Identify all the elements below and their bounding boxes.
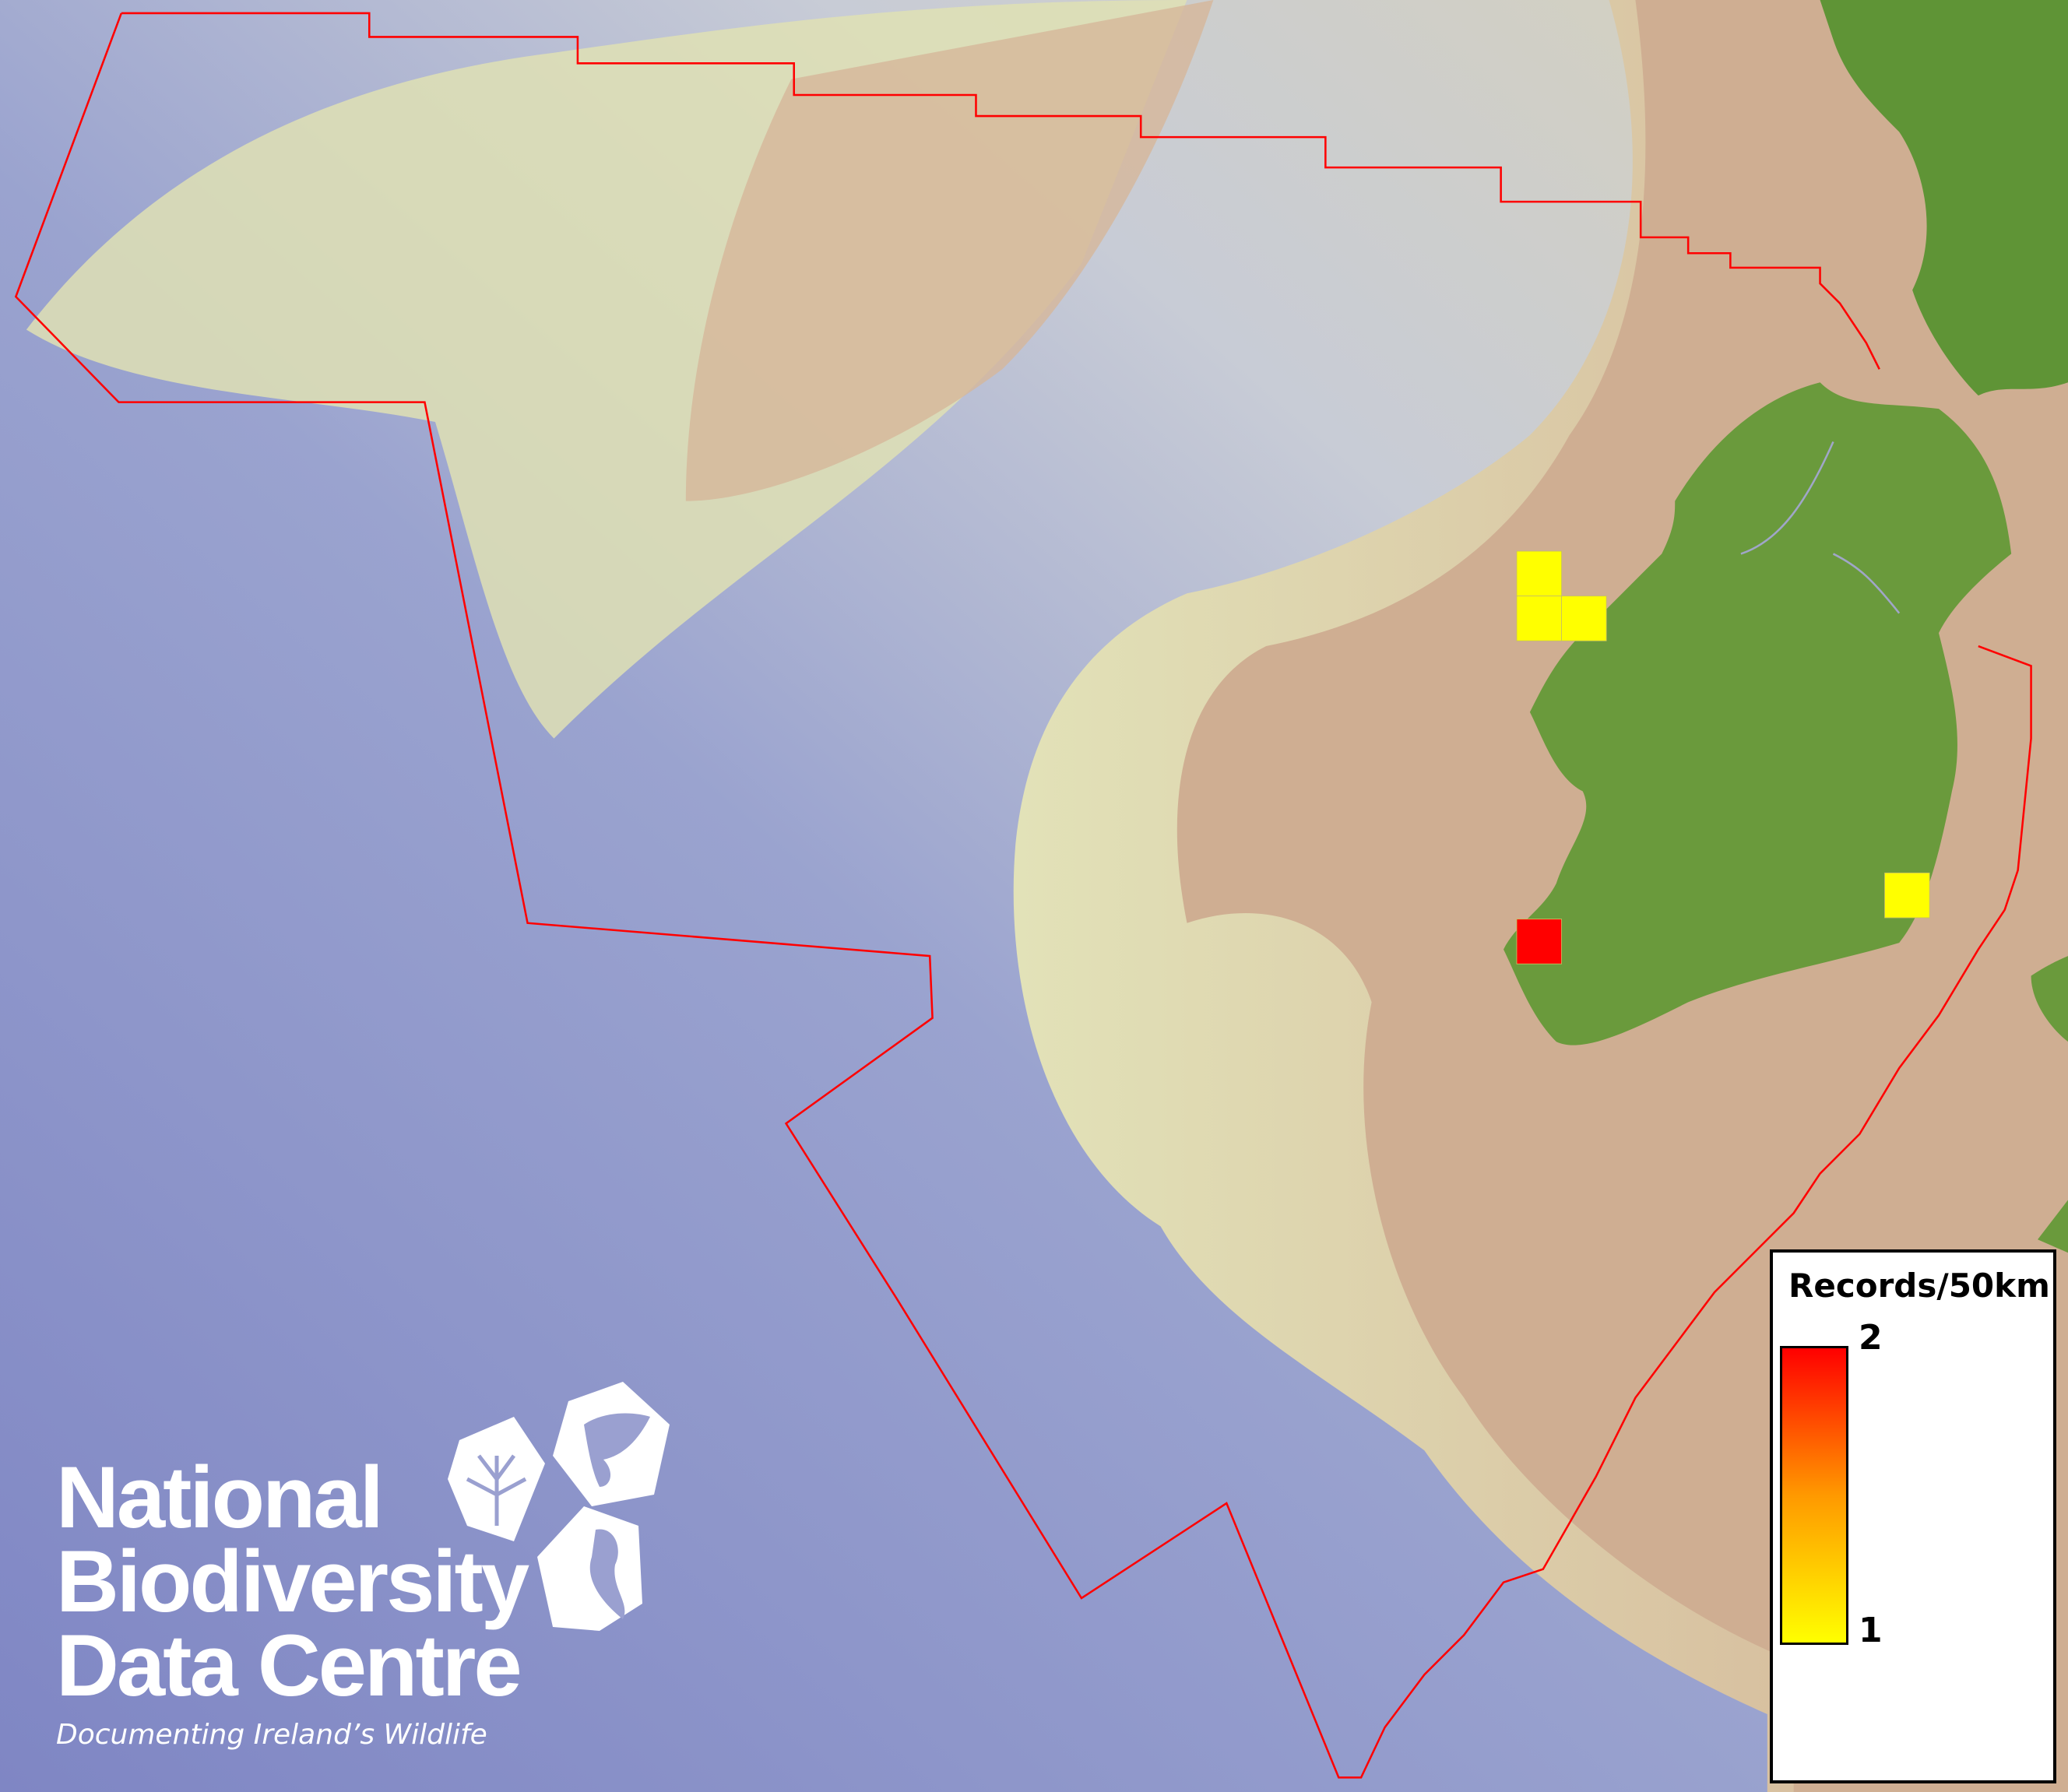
legend-max-label: 2 — [1859, 1318, 1883, 1358]
porcupine-bank — [685, 0, 1214, 501]
legend: Records/50km 2 1 — [1770, 1249, 2056, 1783]
scotland — [1820, 0, 2068, 396]
logo-tagline: Documenting Ireland’s Wildlife — [56, 1719, 487, 1751]
logo-line-1: National — [56, 1449, 384, 1546]
record-cell — [1516, 919, 1562, 965]
england-sw — [2038, 1200, 2068, 1253]
legend-title: Records/50km — [1788, 1267, 2050, 1305]
boundary-north — [121, 12, 1880, 370]
northern-ireland-border — [1740, 441, 1901, 614]
nbdc-logo: National Biodiversity Data Centre Docume… — [56, 1449, 529, 1752]
seahorse-hexagon-icon — [537, 1506, 642, 1631]
legend-min-label: 1 — [1859, 1611, 1883, 1650]
record-cell — [1884, 872, 1930, 919]
logo-line-2: Biodiversity — [56, 1533, 529, 1630]
logo-line-3: Data Centre — [56, 1617, 522, 1714]
record-cell — [1516, 596, 1562, 641]
record-cell — [1516, 550, 1562, 597]
logo-hexagons-icon — [448, 1382, 670, 1631]
record-cells — [1516, 550, 1930, 965]
record-cell — [1561, 596, 1607, 641]
wales — [2031, 956, 2068, 1042]
color-scale-bar — [1780, 1346, 1848, 1645]
boundary-west — [14, 12, 2032, 1779]
